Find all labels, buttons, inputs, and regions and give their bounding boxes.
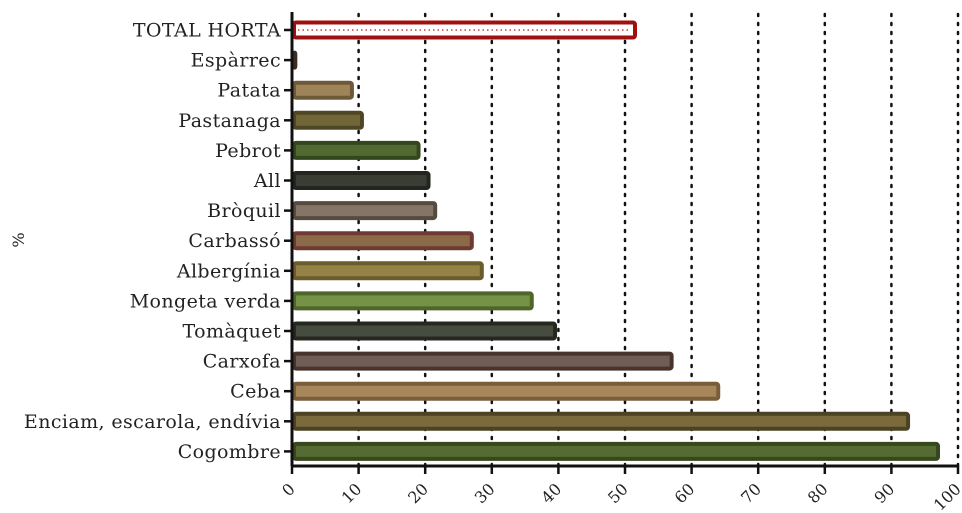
x-tick-label-30: 30 [471, 479, 499, 507]
bar-8 [292, 261, 484, 281]
x-tick-label-80: 80 [804, 479, 832, 507]
bars [292, 20, 941, 461]
category-label-4: Pebrot [215, 140, 281, 162]
category-label-5: All [253, 170, 281, 192]
category-label-1: Espàrrec [191, 50, 281, 72]
bar-2 [292, 80, 354, 100]
category-label-8: Albergínia [176, 260, 281, 282]
y-axis-label: % [9, 232, 28, 247]
bar-6 [292, 201, 438, 221]
x-tick-label-70: 70 [737, 479, 765, 507]
category-label-10: Tomàquet [183, 321, 281, 343]
x-tick-label-40: 40 [537, 479, 565, 507]
bar-12 [292, 381, 721, 401]
bar-4 [292, 140, 421, 160]
category-label-2: Patata [217, 80, 281, 102]
category-label-0: TOTAL HORTA [133, 20, 281, 42]
x-tick-label-50: 50 [604, 479, 632, 507]
bar-14 [292, 441, 941, 461]
category-label-7: Carbassó [188, 230, 281, 252]
category-labels: TOTAL HORTA Espàrrec Patata Pastanaga Pebrot… [24, 20, 281, 463]
category-label-6: Bròquil [207, 200, 281, 222]
x-tick-label-10: 10 [338, 479, 366, 507]
bar-13 [292, 411, 911, 431]
bar-9 [292, 291, 534, 311]
bar-5 [292, 171, 431, 190]
category-label-14: Cogombre [178, 441, 281, 463]
category-label-12: Ceba [230, 381, 281, 403]
category-label-9: Mongeta verda [130, 290, 281, 312]
x-tick-label-0: 0 [278, 479, 299, 500]
bar-1 [292, 50, 298, 70]
x-tick-label-90: 90 [870, 479, 898, 507]
x-tick-labels: 0 10 20 30 40 50 60 70 80 90 100 [278, 466, 962, 513]
bar-11 [292, 351, 674, 371]
x-tick-label-60: 60 [671, 479, 699, 507]
bar-10 [292, 321, 558, 341]
bar-3 [292, 110, 364, 130]
category-label-3: Pastanaga [178, 110, 281, 132]
x-tick-label-100: 100 [930, 479, 962, 513]
bar-7 [292, 231, 474, 251]
bar-0 [292, 20, 637, 40]
category-label-13: Enciam, escarola, endívia [24, 411, 281, 433]
category-label-11: Carxofa [203, 351, 281, 373]
x-tick-label-20: 20 [404, 479, 432, 507]
